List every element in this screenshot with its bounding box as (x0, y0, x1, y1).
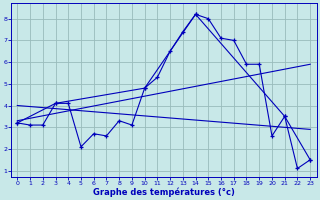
X-axis label: Graphe des températures (°c): Graphe des températures (°c) (93, 187, 235, 197)
